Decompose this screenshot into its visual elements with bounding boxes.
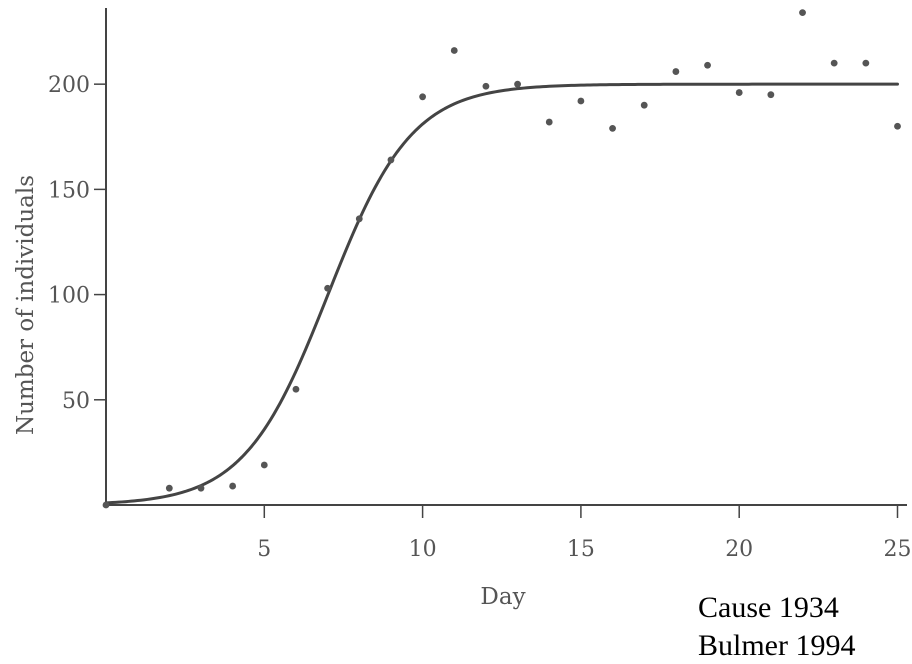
data-point: [292, 385, 300, 393]
data-point: [355, 215, 363, 223]
y-tick-label: 50: [62, 389, 90, 414]
data-point: [260, 461, 268, 469]
x-tick-label: 25: [884, 537, 912, 562]
data-points-group: [102, 9, 901, 509]
data-point: [767, 91, 775, 99]
data-point: [197, 484, 205, 492]
x-tick-label: 10: [409, 537, 437, 562]
citation-1: Cause 1934: [698, 591, 839, 624]
data-point: [165, 484, 173, 492]
data-point: [862, 59, 870, 67]
data-point: [735, 89, 743, 96]
y-tick-label: 150: [48, 178, 90, 203]
y-tick-label: 100: [48, 284, 90, 309]
x-tick-label: 20: [725, 537, 753, 562]
data-point: [482, 82, 490, 90]
y-axis-title: Number of individuals: [13, 175, 39, 435]
data-point: [387, 156, 395, 164]
data-point: [830, 59, 838, 67]
citation-2: Bulmer 1994: [698, 629, 856, 662]
data-point: [450, 47, 458, 54]
x-tick-label: 15: [567, 537, 595, 562]
axes: [105, 8, 907, 506]
data-point: [514, 80, 521, 88]
logistic-curve: [104, 82, 899, 505]
data-point: [577, 97, 585, 105]
data-point: [672, 68, 680, 75]
data-point: [545, 118, 553, 126]
data-point: [799, 9, 806, 17]
axis-ticks: 5 10 15 20 25 50 100 150 200: [48, 73, 912, 562]
data-point: [609, 124, 616, 132]
data-point: [704, 61, 711, 69]
data-point: [640, 101, 648, 109]
fitted-curve-group: [104, 82, 899, 505]
y-tick-label: 200: [48, 73, 90, 98]
x-axis-title: Day: [480, 584, 525, 610]
data-point: [894, 122, 901, 130]
data-point: [102, 501, 110, 509]
data-point: [419, 93, 427, 101]
x-tick-label: 5: [257, 537, 271, 562]
data-point: [229, 482, 237, 490]
data-point: [324, 284, 332, 292]
